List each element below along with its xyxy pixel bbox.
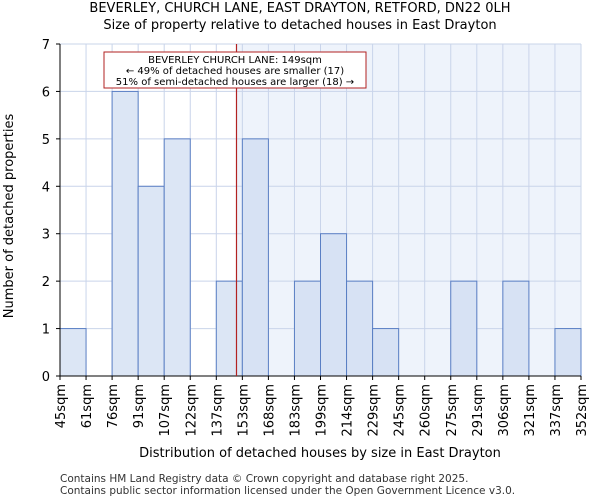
x-tick-label: 199sqm [315, 384, 330, 437]
annotation-line: BEVERLEY CHURCH LANE: 149sqm [148, 55, 322, 66]
footer-copyright: Contains HM Land Registry data © Crown c… [60, 473, 469, 485]
histogram-bar [163, 138, 191, 377]
x-tick-label: 245sqm [393, 384, 408, 437]
y-tick-label: 3 [42, 228, 50, 243]
x-tick-label: 91sqm [132, 384, 147, 428]
histogram-bar [293, 280, 322, 377]
x-tick-label: 352sqm [575, 384, 590, 437]
histogram-bar [502, 280, 530, 377]
x-tick-label: 168sqm [262, 384, 277, 437]
x-tick-label: 61sqm [80, 384, 95, 428]
histogram-bar [59, 328, 87, 377]
histogram-bar [111, 90, 139, 377]
x-tick-label: 260sqm [419, 384, 434, 437]
histogram-bar [320, 233, 348, 377]
y-axis-label: Number of detached properties [2, 114, 17, 319]
footer-licence: Contains public sector information licen… [60, 485, 516, 497]
histogram-bar [137, 185, 165, 377]
chart-subtitle: Size of property relative to detached ho… [103, 18, 497, 33]
annotation-box [103, 51, 367, 89]
histogram-bar [346, 280, 374, 377]
x-tick-label: 137sqm [210, 384, 225, 437]
x-tick-label: 291sqm [471, 384, 486, 437]
y-tick-label: 4 [42, 180, 50, 195]
y-tick-label: 1 [42, 323, 50, 338]
x-tick-label: 183sqm [288, 384, 303, 437]
x-tick-label: 122sqm [184, 384, 199, 437]
x-tick-label: 275sqm [445, 384, 460, 437]
x-tick-label: 337sqm [549, 384, 564, 437]
x-tick-label: 214sqm [341, 384, 356, 437]
x-tick-label: 107sqm [158, 384, 173, 437]
chart-title: BEVERLEY, CHURCH LANE, EAST DRAYTON, RET… [89, 1, 511, 16]
histogram-bar [241, 138, 269, 377]
x-tick-label: 229sqm [367, 384, 382, 437]
y-tick-label: 7 [42, 38, 50, 53]
x-tick-label: 153sqm [236, 384, 251, 437]
y-tick-label: 0 [42, 370, 50, 385]
histogram-bar [215, 280, 243, 377]
x-tick-label: 306sqm [497, 384, 512, 437]
x-axis-label: Distribution of detached houses by size … [139, 446, 501, 461]
x-tick-label: 321sqm [523, 384, 538, 437]
y-tick-label: 6 [42, 85, 50, 100]
x-tick-label: 45sqm [54, 384, 69, 428]
annotation-line: ← 49% of detached houses are smaller (17… [126, 66, 344, 77]
y-tick-label: 5 [42, 133, 50, 148]
annotation-line: 51% of semi-detached houses are larger (… [116, 77, 354, 88]
histogram-bar [372, 328, 400, 377]
x-tick-label: 76sqm [106, 384, 121, 428]
y-tick-label: 2 [42, 275, 50, 290]
histogram-bar [554, 328, 582, 377]
histogram-bar [450, 280, 478, 377]
